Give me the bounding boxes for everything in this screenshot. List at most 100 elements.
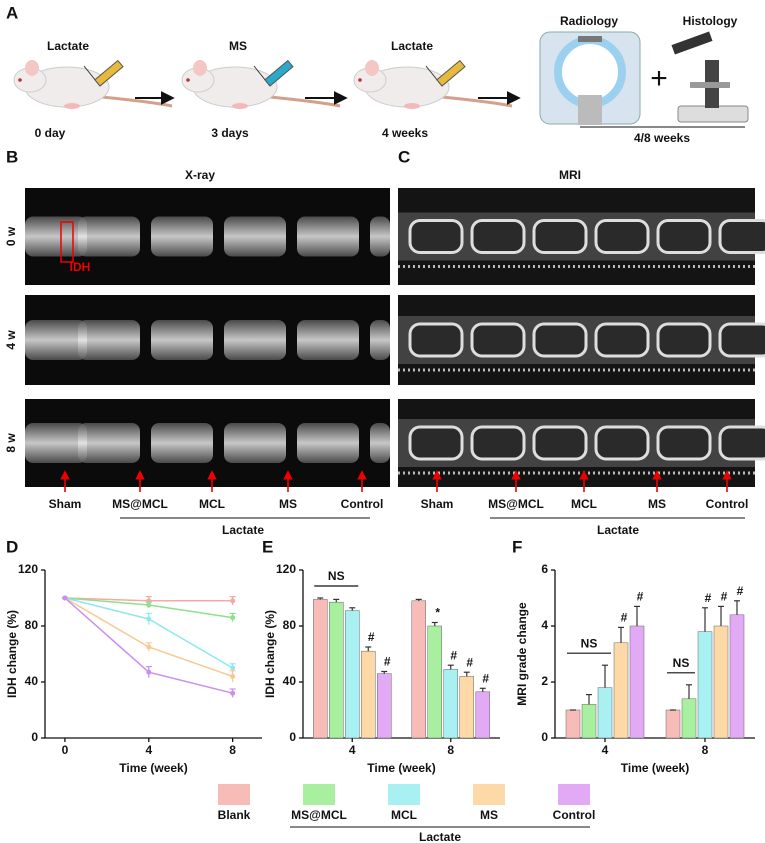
annotation: # bbox=[637, 590, 644, 604]
radiology-device bbox=[539, 31, 641, 125]
bar bbox=[565, 709, 581, 739]
legend-swatch bbox=[218, 784, 250, 805]
y-tick-label: 40 bbox=[25, 674, 39, 688]
mri-vertebra bbox=[532, 219, 588, 254]
group-label: MCL bbox=[199, 497, 225, 511]
point bbox=[230, 598, 236, 604]
vertebra bbox=[78, 216, 140, 257]
bar bbox=[411, 600, 426, 739]
x-axis-title: Time (week) bbox=[119, 761, 187, 775]
panel-label: D bbox=[6, 537, 18, 556]
panel-label: B bbox=[6, 147, 18, 166]
y-tick-label: 0 bbox=[289, 730, 296, 744]
vertebra bbox=[78, 320, 140, 360]
vertebra bbox=[151, 216, 213, 257]
drug-label: MS bbox=[229, 39, 247, 53]
bar bbox=[597, 687, 613, 739]
vertebra bbox=[151, 320, 213, 360]
panel-label: E bbox=[262, 537, 273, 556]
point bbox=[146, 616, 152, 622]
y-tick-label: 120 bbox=[18, 562, 38, 576]
x-tick-label: 4 bbox=[145, 743, 152, 757]
annotation: * bbox=[435, 606, 440, 620]
panel-label: C bbox=[398, 147, 410, 166]
mri-vertebra bbox=[656, 322, 712, 358]
vertebra bbox=[370, 216, 390, 257]
annotation: NS bbox=[581, 636, 598, 650]
annotation: NS bbox=[328, 569, 345, 583]
bar bbox=[427, 625, 442, 739]
annotation: # bbox=[482, 671, 489, 685]
legend-bracket-label: Lactate bbox=[419, 830, 461, 843]
group-label: Control bbox=[341, 497, 384, 511]
annotation: # bbox=[737, 584, 744, 598]
mri-vertebra bbox=[718, 219, 765, 254]
x-tick-label: 8 bbox=[702, 743, 709, 757]
mri-vertebra bbox=[594, 425, 650, 461]
bar bbox=[613, 642, 629, 739]
vertebra bbox=[224, 216, 286, 257]
legend-swatch bbox=[388, 784, 420, 805]
radiology-label: Radiology bbox=[560, 14, 618, 28]
legend-label: Blank bbox=[218, 808, 251, 822]
x-axis-title: Time (week) bbox=[367, 761, 435, 775]
bar bbox=[313, 599, 328, 739]
rat bbox=[352, 58, 514, 111]
point bbox=[230, 673, 236, 679]
point bbox=[146, 644, 152, 650]
annotation: # bbox=[450, 648, 457, 662]
y-tick-label: 0 bbox=[31, 730, 38, 744]
y-axis-title: IDH change (%) bbox=[5, 610, 19, 698]
rat bbox=[12, 58, 174, 111]
x-tick-label: 8 bbox=[229, 743, 236, 757]
microscope bbox=[671, 31, 749, 123]
vertebra bbox=[297, 216, 359, 257]
xray-title: X-ray bbox=[185, 168, 215, 182]
y-tick-label: 6 bbox=[541, 562, 548, 576]
histology-label: Histology bbox=[683, 14, 738, 28]
mri-vertebra bbox=[656, 219, 712, 254]
vertebra bbox=[25, 216, 87, 257]
group-label: MS@MCL bbox=[112, 497, 168, 511]
bar bbox=[629, 625, 645, 739]
annotation: NS bbox=[673, 656, 690, 670]
time-label: 0 day bbox=[35, 126, 66, 140]
x-tick-label: 0 bbox=[62, 743, 69, 757]
group-label: MS bbox=[279, 497, 297, 511]
row-label: 4 w bbox=[4, 330, 18, 350]
mri-vertebra bbox=[470, 425, 526, 461]
legend-swatch bbox=[473, 784, 505, 805]
mri-vertebra bbox=[656, 425, 712, 461]
syringes bbox=[83, 59, 466, 87]
y-tick-label: 120 bbox=[276, 562, 296, 576]
group-label: MCL bbox=[571, 497, 597, 511]
point bbox=[146, 602, 152, 608]
y-axis-title: IDH change (%) bbox=[263, 610, 277, 698]
bracket-label: Lactate bbox=[222, 523, 264, 537]
annotation: # bbox=[705, 591, 712, 605]
legend-label: Control bbox=[553, 808, 596, 822]
time-label: 3 days bbox=[211, 126, 249, 140]
y-tick-label: 0 bbox=[541, 730, 548, 744]
y-tick-label: 40 bbox=[283, 674, 297, 688]
vertebra bbox=[224, 320, 286, 360]
group-label: Sham bbox=[49, 497, 82, 511]
legend-swatch bbox=[558, 784, 590, 805]
point bbox=[230, 615, 236, 621]
bar bbox=[729, 614, 745, 739]
bar bbox=[377, 673, 392, 739]
vertebra bbox=[370, 320, 390, 360]
vertebra bbox=[370, 423, 390, 463]
mri-vertebra bbox=[470, 219, 526, 254]
bar bbox=[361, 650, 376, 739]
mri-vertebra bbox=[532, 322, 588, 358]
vertebra bbox=[151, 423, 213, 463]
panel-label: F bbox=[512, 537, 522, 556]
axis bbox=[44, 570, 262, 739]
vertebra bbox=[25, 320, 87, 360]
bar bbox=[713, 625, 729, 739]
mri-vertebra bbox=[594, 322, 650, 358]
legend-label: MS@MCL bbox=[291, 808, 347, 822]
bar bbox=[581, 704, 597, 739]
legend-label: MCL bbox=[391, 808, 417, 822]
